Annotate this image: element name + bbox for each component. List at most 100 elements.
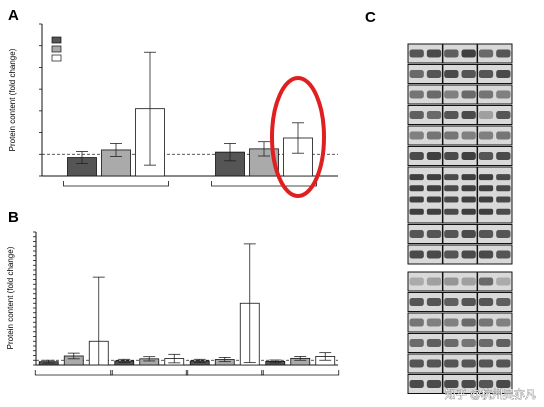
blot-band [409,359,424,368]
blot-band [409,174,424,181]
blot-band [409,339,424,347]
blot-band [478,318,494,327]
blot-band [426,208,442,215]
blot-band [496,380,511,388]
blot-band [426,380,442,388]
legend-swatch [51,54,62,62]
blot-band [426,277,442,286]
blot-band [409,208,424,215]
blot-band [496,318,511,327]
blot-band [444,250,459,259]
blot-band [478,90,494,99]
blot-band [461,90,476,99]
blot-strip [407,312,513,333]
blot-strip [407,353,513,374]
blot-band [461,230,476,238]
blot-strip [407,292,513,312]
blot-band [478,380,494,388]
panel-b-letter: B [8,209,19,226]
blot-band [426,230,442,238]
blot-band [461,185,476,192]
blot-strip [407,64,513,84]
panel-b-axis [35,232,338,366]
blot-band [426,111,442,119]
blot-band [426,250,442,259]
blot-band [496,208,511,215]
category-bracket [261,370,340,376]
blot-strip [407,166,513,224]
panel-b-categories [34,370,340,376]
blot-band [496,277,511,286]
blot-band [461,380,476,388]
blot-band [461,250,476,259]
blot-strip [407,43,513,64]
blot-band [409,90,424,99]
highlight-ellipse [270,76,326,198]
blot-strip [407,125,513,146]
blot-band [409,111,424,119]
blot-band [478,49,494,58]
blot-rows [407,43,513,394]
blot-band [444,90,459,99]
category-bracket [211,181,317,187]
legend-swatch [51,36,62,44]
blot-band [444,111,459,119]
blot-band [409,49,424,58]
blot-band [478,298,494,306]
blot-band [426,339,442,347]
blot-band [461,339,476,347]
blot-band [444,70,459,78]
blot-strip [407,224,513,244]
blot-band [478,152,494,160]
blot-band [409,250,424,259]
blot-band [461,318,476,327]
blot-band [478,277,494,286]
panel-b: B Protein content (fold change) [6,209,340,376]
blot-band [444,298,459,306]
blot-band [496,196,511,203]
category-bracket [185,370,264,376]
blot-band [496,185,511,192]
blot-strip [407,271,513,292]
blot-band [426,298,442,306]
blot-band [426,49,442,58]
panel-a-yticks [39,23,42,177]
blot-band [461,111,476,119]
panel-b-ylabel: Protein content (fold change) [6,246,15,349]
blot-band [444,208,459,215]
blot-band [496,298,511,306]
blot-band [409,277,424,286]
blot-band [409,298,424,306]
blot-band [461,131,476,140]
blot-strip [407,244,513,265]
blot-band [478,185,494,192]
blot-strip [407,333,513,353]
blot-band [426,174,442,181]
blot-band [426,318,442,327]
blot-strip [407,105,513,125]
blot-band [496,111,511,119]
blot-band [409,196,424,203]
blot-band [444,359,459,368]
blot-band [444,230,459,238]
blot-band [444,339,459,347]
blot-band [409,318,424,327]
blot-band [496,250,511,259]
blot-band [444,152,459,160]
blot-band [461,208,476,215]
blot-band [496,49,511,58]
blot-strip [407,146,513,166]
blot-band [496,70,511,78]
panel-c: C [365,9,513,394]
blot-band [409,185,424,192]
blot-band [496,230,511,238]
blot-band [461,359,476,368]
blot-band [478,208,494,215]
blot-band [409,380,424,388]
panel-b-bars [38,243,336,366]
legend-swatch [51,45,62,53]
blot-band [409,131,424,140]
blot-band [426,152,442,160]
blot-band [426,70,442,78]
watermark: 知乎 @杭州吴亦凡 [445,387,536,401]
